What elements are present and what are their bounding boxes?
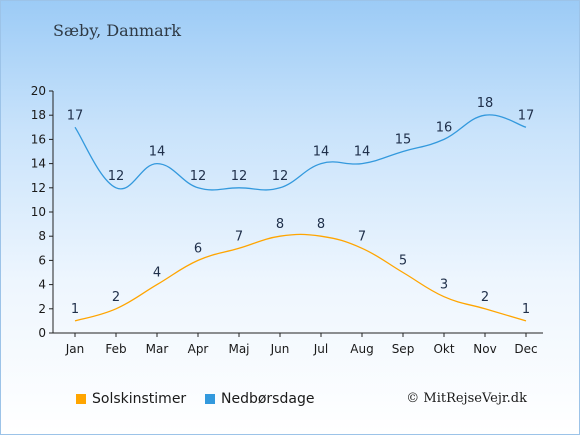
x-tick-label: Maj: [228, 342, 249, 356]
data-label-sunshine: 1: [522, 302, 530, 317]
legend-swatch-rain: [205, 394, 215, 404]
data-label-rain: 15: [395, 133, 412, 148]
data-label-rain: 12: [108, 169, 125, 184]
data-label-sunshine: 6: [194, 241, 202, 256]
legend-label-rain: Nedbørsdage: [221, 391, 315, 407]
data-label-sunshine: 7: [235, 229, 243, 244]
y-tick-label: 8: [38, 229, 46, 243]
data-label-sunshine: 2: [481, 290, 489, 305]
x-tick-label: Sep: [392, 342, 415, 356]
y-tick-label: 4: [38, 278, 46, 292]
data-label-rain: 14: [149, 145, 166, 160]
data-label-rain: 17: [518, 108, 535, 123]
place-title: Sæby, Danmark: [53, 21, 182, 40]
data-label-rain: 14: [354, 145, 371, 160]
legend-label-sunshine: Solskinstimer: [92, 391, 187, 407]
data-label-rain: 18: [477, 96, 494, 111]
y-tick-label: 0: [38, 326, 46, 340]
x-tick-label: Jul: [313, 342, 328, 356]
data-label-rain: 12: [190, 169, 207, 184]
data-label-rain: 17: [67, 108, 84, 123]
y-tick-label: 18: [31, 108, 46, 122]
data-label-sunshine: 4: [153, 266, 161, 281]
y-tick-label: 12: [31, 181, 46, 195]
data-label-sunshine: 5: [399, 254, 407, 269]
y-tick-label: 2: [38, 302, 46, 316]
legend-swatch-sunshine: [76, 394, 86, 404]
y-tick-label: 20: [31, 84, 46, 98]
legend-item-sunshine: Solskinstimer: [76, 391, 186, 407]
data-label-sunshine: 3: [440, 278, 448, 293]
data-label-sunshine: 2: [112, 290, 120, 305]
x-tick-label: Jan: [65, 342, 85, 356]
y-tick-label: 14: [31, 157, 46, 171]
y-tick-label: 16: [31, 132, 46, 146]
data-label-sunshine: 8: [317, 217, 325, 232]
x-tick-label: Jun: [270, 342, 290, 356]
data-label-rain: 12: [272, 169, 289, 184]
x-tick-label: Mar: [146, 342, 169, 356]
series-line-rain: [74, 114, 527, 191]
x-tick-label: Nov: [473, 342, 496, 356]
data-label-sunshine: 7: [358, 229, 366, 244]
x-tick-label: Dec: [514, 342, 537, 356]
legend-item-rain: Nedbørsdage: [205, 391, 314, 407]
data-label-rain: 16: [436, 120, 453, 135]
data-label-rain: 12: [231, 169, 248, 184]
x-tick-label: Okt: [433, 342, 454, 356]
data-label-rain: 14: [313, 145, 330, 160]
x-tick-label: Apr: [188, 342, 209, 356]
data-label-sunshine: 1: [71, 302, 79, 317]
x-tick-label: Aug: [350, 342, 373, 356]
credit-text: © MitRejseVejr.dk: [406, 391, 527, 406]
x-tick-label: Feb: [105, 342, 126, 356]
data-label-sunshine: 8: [276, 217, 284, 232]
series-line-sunshine: [74, 233, 527, 322]
y-tick-label: 10: [31, 205, 46, 219]
y-tick-label: 6: [38, 253, 46, 267]
